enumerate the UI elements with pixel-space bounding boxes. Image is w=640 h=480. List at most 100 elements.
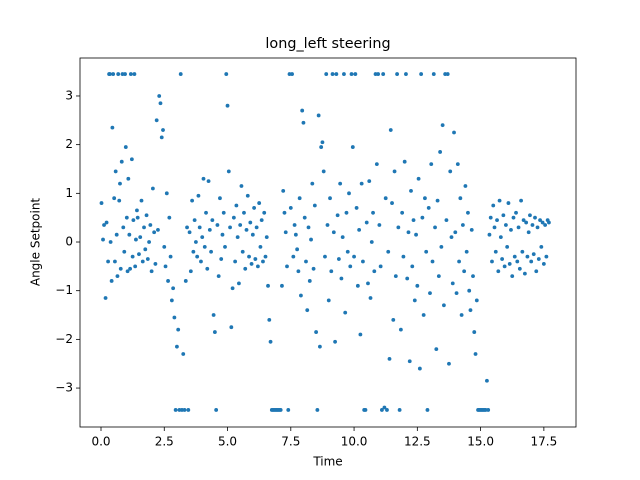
point [385, 408, 389, 412]
point [406, 230, 411, 235]
point [106, 259, 110, 264]
point [496, 269, 501, 274]
point [361, 259, 365, 264]
point [210, 218, 215, 223]
point [234, 203, 239, 208]
point [417, 366, 422, 371]
point [224, 72, 229, 76]
point [297, 196, 302, 201]
point [266, 283, 270, 288]
point [510, 274, 515, 278]
point [259, 218, 264, 223]
point [195, 254, 200, 259]
point [436, 274, 441, 278]
point [172, 315, 177, 320]
point [101, 237, 105, 242]
point [344, 210, 349, 215]
point [367, 179, 372, 184]
point [240, 249, 245, 254]
point [462, 269, 467, 274]
point [326, 298, 331, 303]
point [428, 291, 432, 296]
point [191, 249, 196, 254]
point [511, 215, 516, 220]
y-tick-label: −1 [55, 283, 73, 297]
point [392, 169, 397, 174]
x-tick-label: 10.0 [341, 435, 368, 449]
point [288, 206, 293, 210]
point [281, 188, 286, 193]
point [128, 72, 133, 76]
point [383, 196, 388, 201]
point [221, 210, 226, 215]
point [229, 325, 234, 330]
point [254, 225, 259, 230]
point [397, 408, 402, 412]
point [520, 249, 525, 254]
point [509, 227, 513, 232]
point [502, 264, 507, 269]
x-tick-label: 15.0 [467, 435, 494, 449]
point [381, 72, 386, 76]
point [457, 259, 461, 264]
point [117, 198, 122, 203]
point [204, 210, 208, 215]
point [519, 198, 523, 203]
point [239, 184, 244, 188]
point [192, 218, 197, 223]
point [347, 191, 351, 196]
point [535, 225, 540, 230]
point [124, 215, 129, 220]
point [439, 244, 444, 249]
point [130, 254, 135, 259]
point [299, 293, 303, 298]
point [534, 269, 539, 274]
point [372, 269, 377, 274]
y-axis-label: Angle Setpoint [29, 198, 43, 287]
point [453, 230, 458, 235]
point [245, 193, 250, 198]
point [262, 210, 267, 215]
point [409, 188, 413, 193]
point [536, 257, 541, 261]
point [139, 198, 144, 203]
point [300, 108, 305, 113]
point [396, 225, 401, 230]
point [547, 220, 551, 225]
point [438, 150, 443, 154]
point [430, 259, 435, 264]
point [226, 169, 231, 174]
point [103, 296, 108, 300]
point [449, 235, 454, 240]
point [233, 259, 238, 264]
point [343, 310, 348, 315]
point [382, 405, 387, 410]
x-axis-label: Time [312, 455, 342, 469]
point [420, 215, 425, 220]
point [188, 269, 193, 274]
point [338, 181, 343, 186]
point [207, 227, 212, 232]
point [444, 218, 449, 223]
point [376, 72, 381, 76]
point [228, 225, 232, 230]
point [113, 169, 118, 174]
point [109, 279, 114, 283]
point [153, 262, 158, 266]
point [442, 303, 446, 308]
point [316, 113, 321, 118]
point [118, 181, 122, 186]
point [525, 254, 530, 259]
point [181, 352, 186, 356]
point [450, 281, 455, 286]
point [323, 254, 327, 259]
point [429, 162, 434, 167]
point [333, 339, 337, 344]
point [278, 408, 283, 412]
point [200, 235, 205, 240]
y-tick-label: 0 [65, 235, 73, 249]
point [490, 259, 494, 264]
point [310, 181, 315, 186]
point [164, 191, 169, 196]
point [150, 186, 155, 191]
